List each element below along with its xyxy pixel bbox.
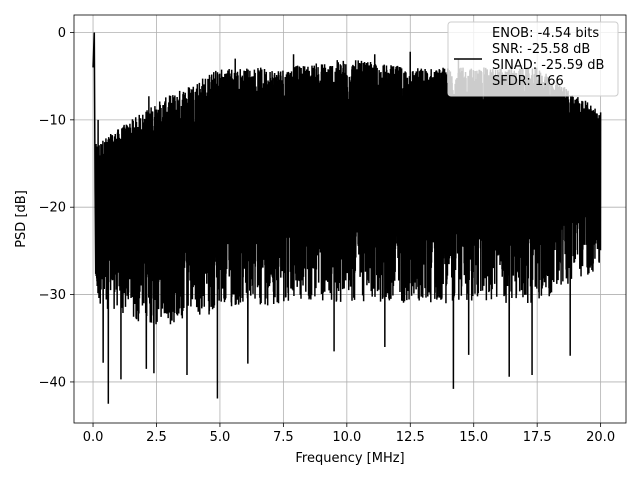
legend: ENOB: -4.54 bits SNR: -25.58 dB SINAD: -… [447, 21, 619, 97]
x-tick-label: 5.0 [210, 430, 231, 445]
legend-entry-sinad: SINAD: -25.59 dB [492, 58, 604, 73]
y-tick-label: −40 [39, 375, 66, 390]
psd-series-line [92, 32, 602, 404]
legend-entry-sfdr: SFDR: 1.66 [492, 74, 564, 89]
x-tick-label: 20.0 [586, 430, 615, 445]
legend-entry-snr: SNR: -25.58 dB [492, 42, 590, 57]
x-tick-label: 2.5 [146, 430, 167, 445]
x-tick-label: 15.0 [459, 430, 488, 445]
y-axis-label: PSD [dB] [14, 190, 29, 248]
plot-area [92, 32, 602, 404]
x-tick-label: 7.5 [273, 430, 294, 445]
x-tick-label: 0.0 [83, 430, 104, 445]
x-tick-label: 12.5 [396, 430, 425, 445]
y-axis-ticks: 0 −10 −20 −30 −40 [39, 26, 74, 390]
legend-entry-enob: ENOB: -4.54 bits [492, 26, 599, 41]
legend-box [447, 21, 619, 97]
axes-frame [73, 14, 627, 424]
y-tick-label: −30 [39, 288, 66, 303]
x-tick-label: 10.0 [332, 430, 361, 445]
y-tick-label: −10 [39, 113, 66, 128]
x-tick-label: 17.5 [523, 430, 552, 445]
y-tick-label: 0 [58, 26, 66, 41]
x-axis-ticks: 0.0 2.5 5.0 7.5 10.0 12.5 15.0 17.5 20.0 [83, 423, 615, 445]
x-axis-label: Frequency [MHz] [295, 451, 404, 466]
y-tick-label: −20 [39, 201, 66, 216]
